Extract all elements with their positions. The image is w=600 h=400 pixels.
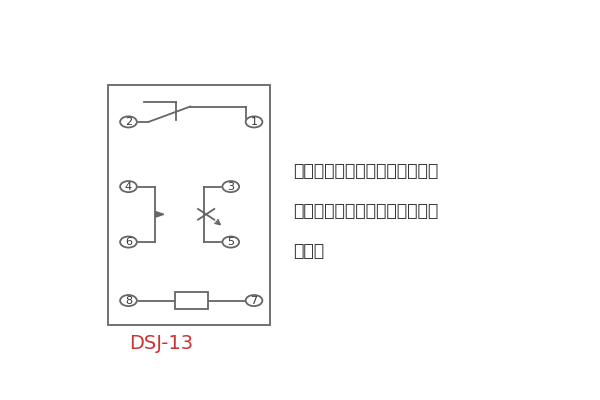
Circle shape <box>223 181 239 192</box>
Text: 5: 5 <box>227 237 234 247</box>
Circle shape <box>245 116 262 128</box>
Text: 注：继电器接点在线圈加入电压: 注：继电器接点在线圈加入电压 <box>293 162 439 180</box>
Text: 7: 7 <box>250 296 257 306</box>
Text: 2: 2 <box>125 117 132 127</box>
Text: 时闭合: 时闭合 <box>293 242 325 260</box>
Text: 6: 6 <box>125 237 132 247</box>
Polygon shape <box>155 212 164 217</box>
Text: 8: 8 <box>125 296 132 306</box>
Circle shape <box>120 181 137 192</box>
Text: 1: 1 <box>251 117 257 127</box>
Text: 3: 3 <box>227 182 234 192</box>
Text: DSJ-13: DSJ-13 <box>129 334 193 353</box>
Text: 时断开，电压大幅度降低或消失: 时断开，电压大幅度降低或消失 <box>293 202 439 220</box>
Circle shape <box>120 295 137 306</box>
Circle shape <box>120 116 137 128</box>
Circle shape <box>223 236 239 248</box>
Circle shape <box>245 295 262 306</box>
Bar <box>107 85 271 325</box>
Bar <box>175 292 208 309</box>
Circle shape <box>120 236 137 248</box>
Text: 4: 4 <box>125 182 132 192</box>
